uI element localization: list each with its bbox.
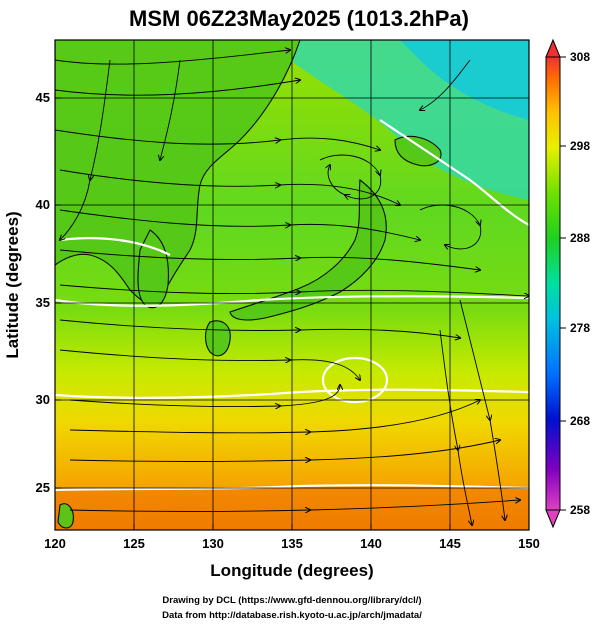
colorbar-gradient: [545, 56, 561, 511]
colorbar: 308 298 288 278 268 258: [545, 38, 590, 529]
colorbar-tick-label: 308: [570, 50, 590, 64]
taiwan-island: [57, 503, 74, 529]
colorbar-tick-label: 268: [570, 414, 590, 428]
colorbar-tick-label: 258: [570, 503, 590, 517]
y-tick-label: 45: [36, 90, 50, 105]
x-tick-label: 135: [281, 536, 303, 551]
y-tick-label: 40: [36, 197, 50, 212]
x-tick-label: 130: [202, 536, 224, 551]
colorbar-tick-label: 298: [570, 139, 590, 153]
x-tick-label: 120: [44, 536, 66, 551]
x-axis-ticks: [54, 524, 530, 530]
y-tick-label: 25: [36, 480, 50, 495]
y-tick-label: 30: [36, 392, 50, 407]
colorbar-tick-label: 288: [570, 231, 590, 245]
x-tick-label: 145: [439, 536, 461, 551]
x-tick-label: 140: [360, 536, 382, 551]
y-axis-label: Latitude (degrees): [3, 211, 22, 358]
x-axis-tick-labels: 120 125 130 135 140 145 150: [44, 536, 540, 551]
map-title: MSM 06Z23May2025 (1013.2hPa): [129, 6, 469, 31]
plot-area: [55, 40, 529, 530]
coastlines: [55, 40, 442, 529]
honshu-island: [229, 178, 387, 321]
x-axis-label: Longitude (degrees): [210, 561, 373, 580]
y-axis-ticks: [55, 97, 61, 489]
x-tick-label: 150: [518, 536, 540, 551]
colorbar-tick-label: 278: [570, 321, 590, 335]
credit-data-source: Data from http://database.rish.kyoto-u.a…: [162, 610, 422, 621]
cold-core-northeast: [400, 40, 529, 120]
y-tick-label: 35: [36, 295, 50, 310]
credit-drawing: Drawing by DCL (https://www.gfd-dennou.o…: [162, 595, 421, 606]
x-tick-label: 125: [123, 536, 145, 551]
colorbar-min-arrow: [545, 509, 561, 529]
kyushu-island: [204, 320, 231, 357]
hokkaido-island: [394, 135, 442, 167]
colorbar-max-arrow: [545, 38, 561, 58]
y-axis-tick-labels: 25 30 35 40 45: [36, 90, 50, 495]
wind-streamlines: [55, 50, 529, 525]
